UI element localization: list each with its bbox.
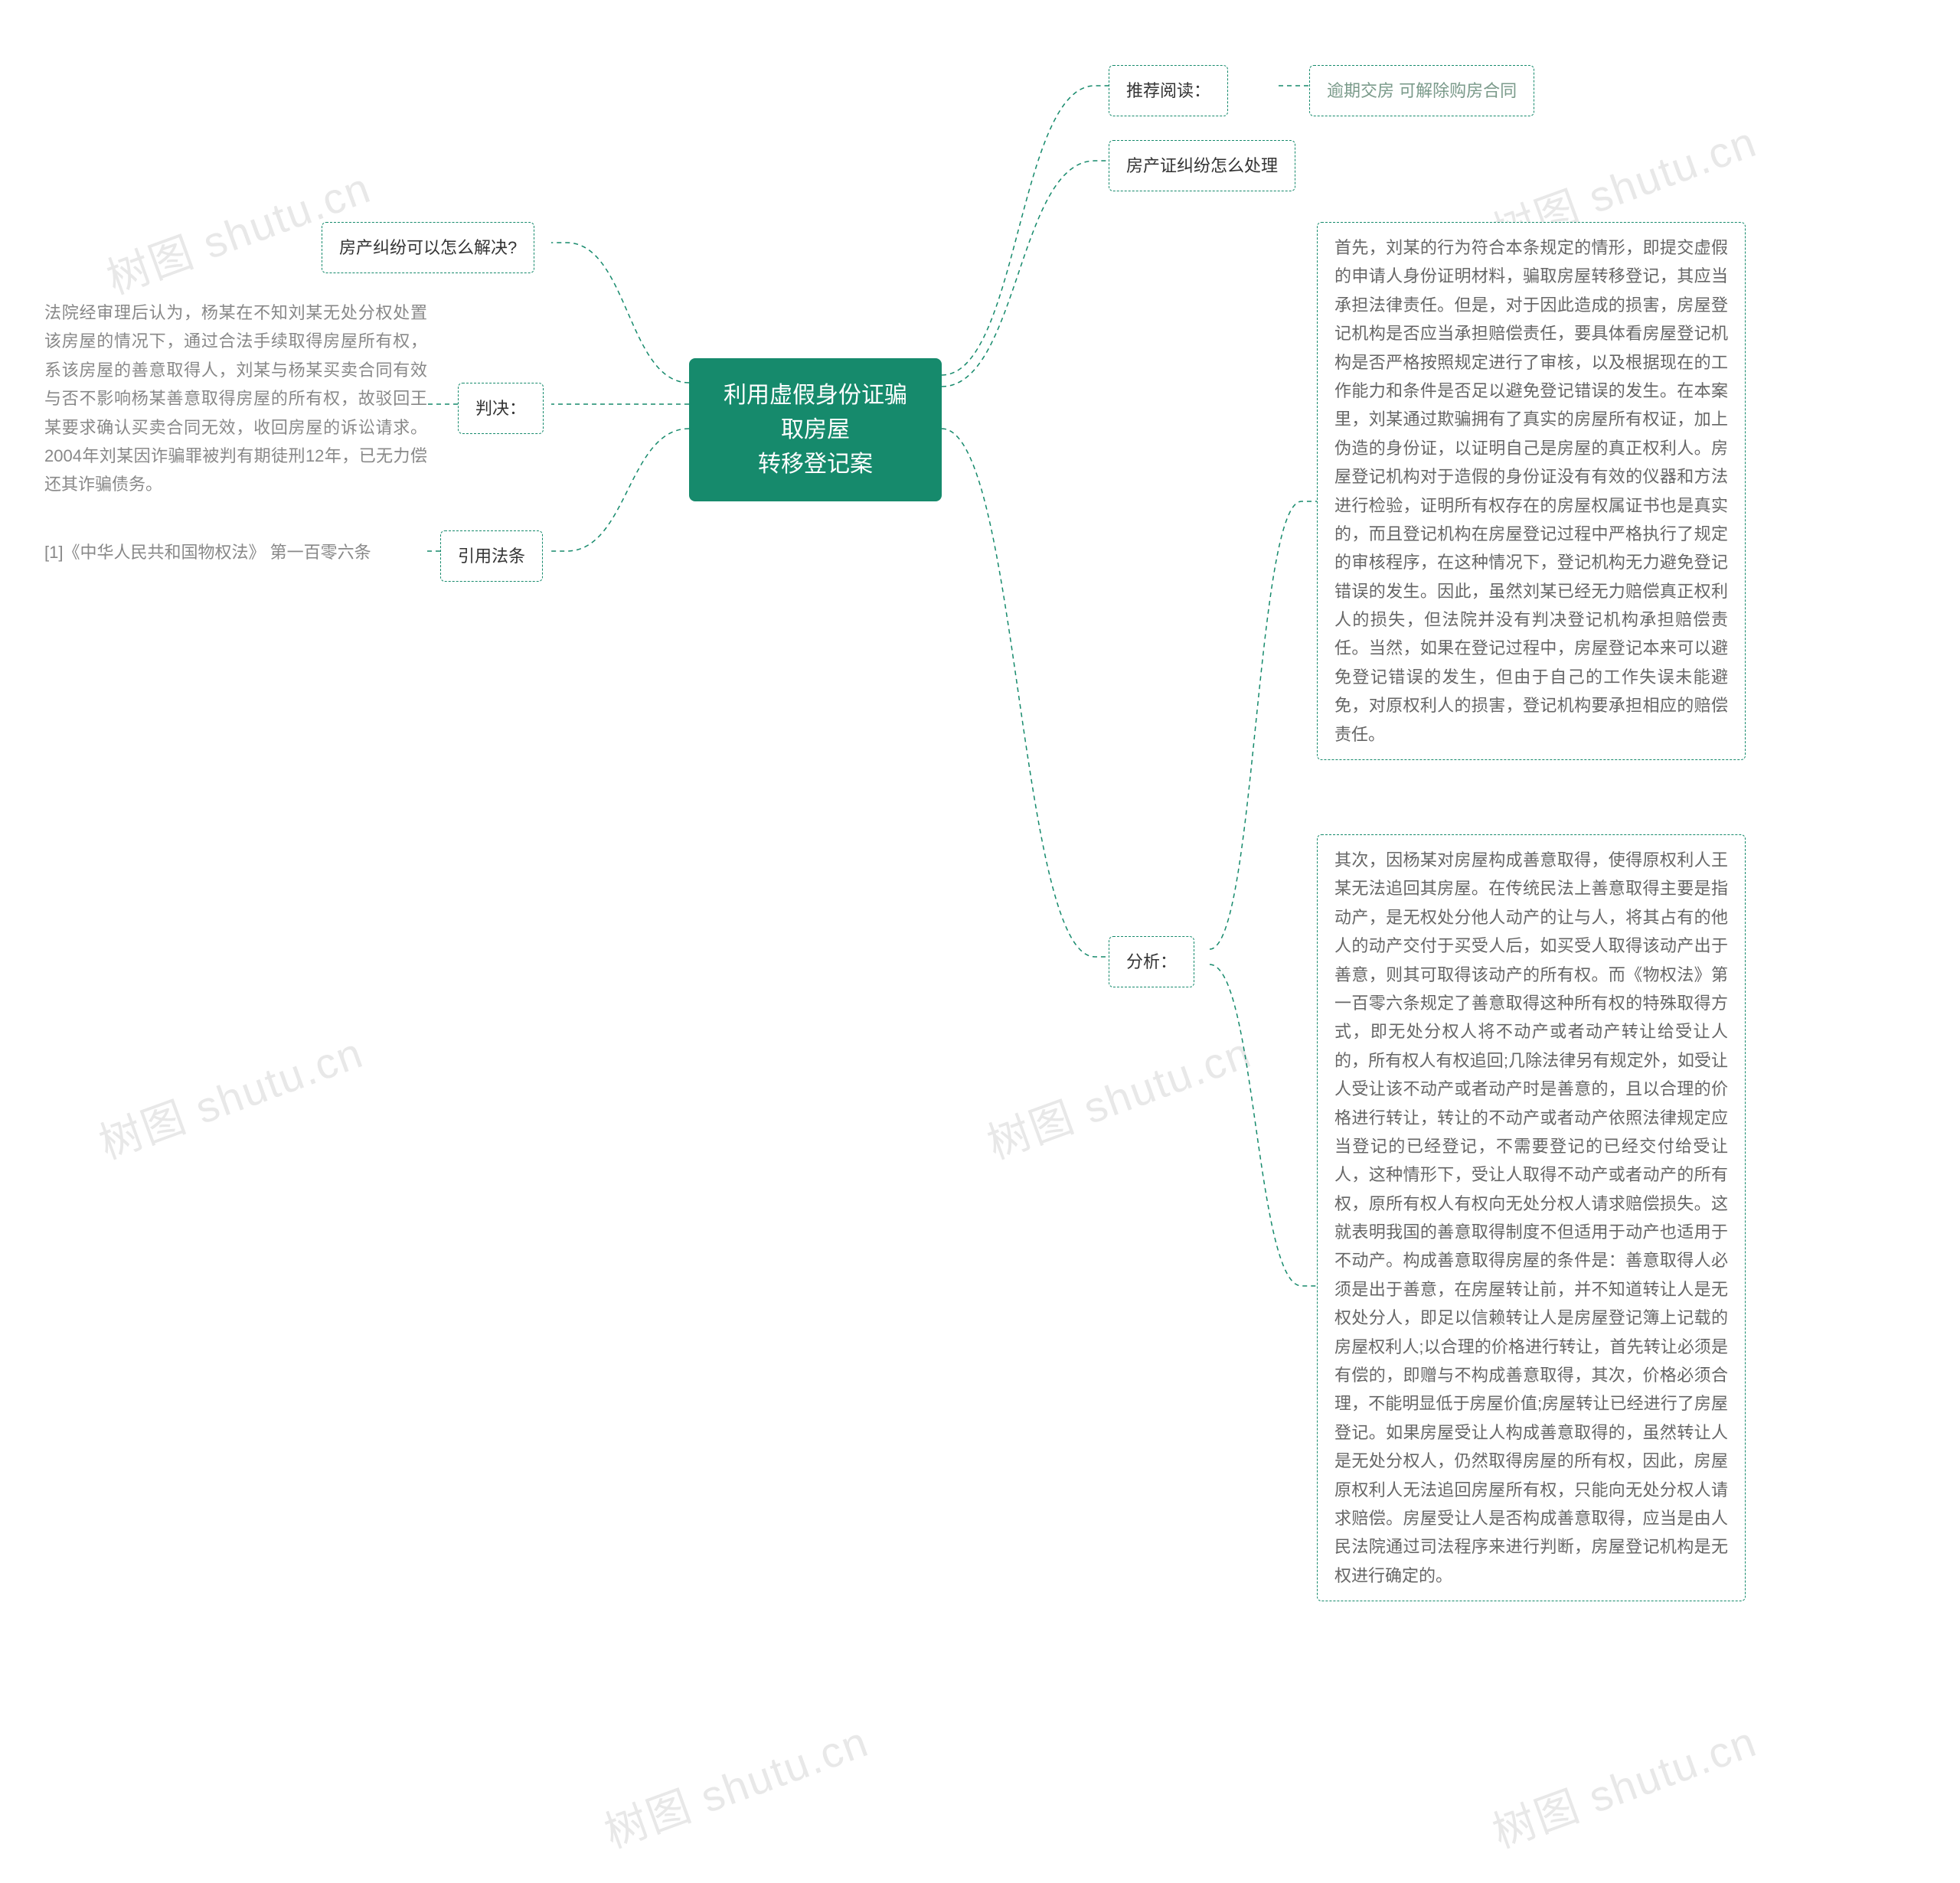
recommend-link-text: 逾期交房 可解除购房合同 — [1327, 81, 1517, 100]
root-title-line2: 转移登记案 — [758, 452, 873, 477]
analysis-body-2: 其次，因杨某对房屋构成善意取得，使得原权利人王某无法追回其房屋。在传统民法上善意… — [1317, 834, 1746, 1601]
watermark: 树图 shutu.cn — [90, 1019, 371, 1172]
judgment-body: 法院经审理后认为，杨某在不知刘某无处分权处置该房屋的情况下，通过合法手续取得房屋… — [44, 299, 427, 499]
watermark: 树图 shutu.cn — [978, 1019, 1259, 1172]
analysis-body-2-text: 其次，因杨某对房屋构成善意取得，使得原权利人王某无法追回其房屋。在传统民法上善意… — [1334, 850, 1728, 1585]
node-recommend-label: 推荐阅读： — [1126, 81, 1210, 100]
node-property-dispute-label: 房产证纠纷怎么处理 — [1126, 156, 1278, 175]
watermark: 树图 shutu.cn — [1483, 1708, 1764, 1861]
node-recommend-link[interactable]: 逾期交房 可解除购房合同 — [1309, 65, 1534, 116]
node-judgment: 判决： — [458, 383, 544, 434]
node-recommend: 推荐阅读： — [1109, 65, 1228, 116]
citation-body: [1]《中华人民共和国物权法》 第一百零六条 — [44, 538, 427, 566]
analysis-body-1-text: 首先，刘某的行为符合本条规定的情形，即提交虚假的申请人身份证明材料，骗取房屋转移… — [1334, 238, 1728, 744]
node-analysis: 分析： — [1109, 936, 1194, 987]
node-citation: 引用法条 — [440, 530, 543, 582]
node-property-dispute: 房产证纠纷怎么处理 — [1109, 140, 1295, 191]
node-judgment-label: 判决： — [475, 399, 526, 418]
root-title-line1: 利用虚假身份证骗取房屋 — [724, 383, 907, 442]
watermark: 树图 shutu.cn — [595, 1708, 876, 1861]
root-node: 利用虚假身份证骗取房屋 转移登记案 — [689, 358, 942, 501]
node-dispute-solve-label: 房产纠纷可以怎么解决? — [339, 238, 517, 257]
node-citation-label: 引用法条 — [458, 547, 525, 566]
node-dispute-solve: 房产纠纷可以怎么解决? — [322, 222, 534, 273]
node-analysis-label: 分析： — [1126, 952, 1177, 971]
analysis-body-1: 首先，刘某的行为符合本条规定的情形，即提交虚假的申请人身份证明材料，骗取房屋转移… — [1317, 222, 1746, 760]
